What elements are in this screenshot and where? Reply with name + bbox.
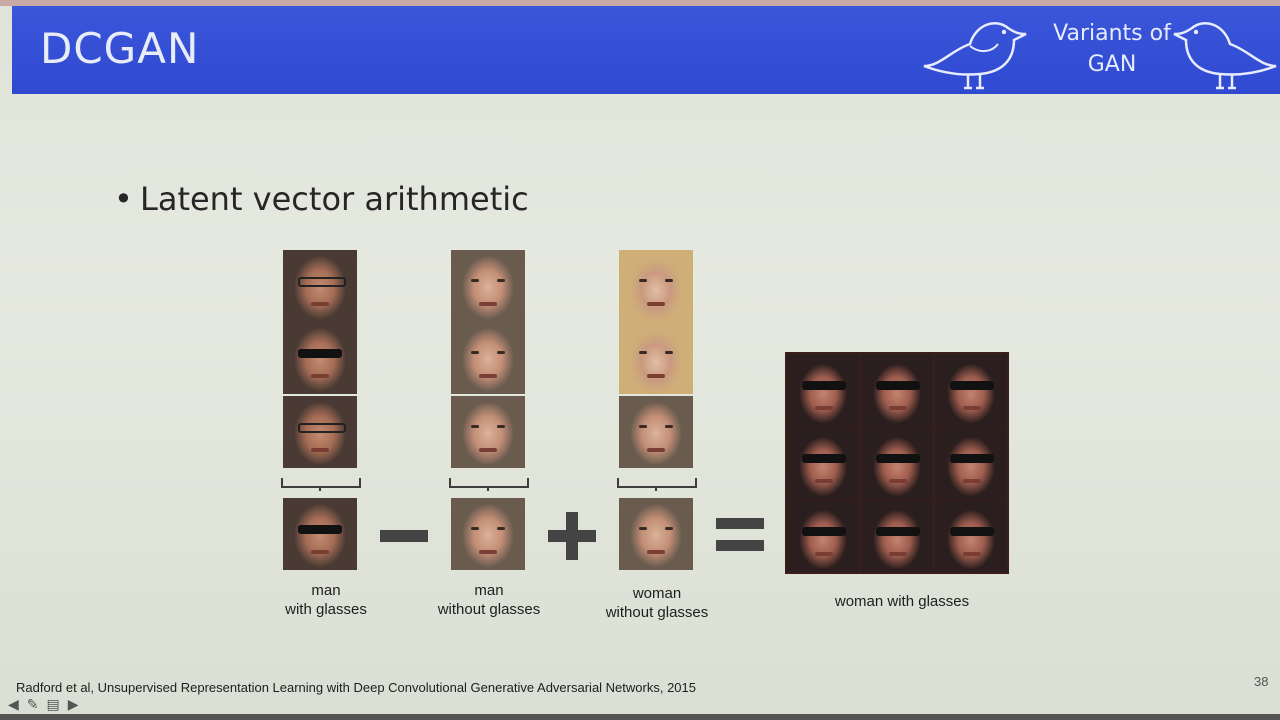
average-face-image — [283, 498, 357, 570]
operand-label: man with glasses — [260, 581, 392, 619]
label-line-2: without glasses — [605, 604, 709, 621]
face-image — [861, 427, 933, 499]
label-line-1: man — [474, 582, 504, 599]
arrow-right-icon[interactable]: ▶ — [67, 696, 79, 712]
label-line-2: with glasses — [285, 601, 367, 618]
bottom-bar — [0, 714, 1280, 720]
average-face-image — [451, 498, 525, 570]
face-image — [619, 322, 693, 394]
bullet-item: • Latent vector arithmetic — [114, 180, 529, 218]
face-image — [451, 396, 525, 468]
face-image — [451, 322, 525, 394]
reference-citation: Radford et al, Unsupervised Representati… — [16, 680, 696, 695]
brace — [617, 478, 697, 491]
face-image — [787, 354, 859, 426]
bird-icon — [923, 22, 1027, 90]
label-line-1: man — [311, 582, 341, 599]
face-image — [619, 250, 693, 322]
face-image — [283, 250, 357, 322]
minus-sign — [380, 530, 428, 542]
face-image — [283, 396, 357, 468]
result-label: woman with glasses — [834, 593, 970, 610]
bullet-text: Latent vector arithmetic — [140, 180, 529, 218]
label-line-1: woman — [632, 585, 682, 602]
slide-title: DCGAN — [40, 24, 200, 73]
face-image — [787, 427, 859, 499]
bullet-dot: • — [114, 180, 133, 218]
slide-nav-controls: ◀ ✎ ▤ ▶ — [8, 696, 87, 712]
arrow-left-icon[interactable]: ◀ — [8, 696, 19, 712]
badge-line-1: Variants of — [1053, 21, 1171, 46]
average-face-image — [619, 498, 693, 570]
slide-header: DCGAN Variants of GAN — [12, 6, 1280, 94]
operand-label: man without glasses — [422, 581, 556, 619]
brace — [449, 478, 529, 491]
operand-label: woman without glasses — [590, 584, 724, 622]
top-strip — [0, 0, 1280, 6]
pen-icon[interactable]: ✎ — [26, 696, 39, 712]
brace — [281, 478, 361, 491]
slide-list-icon[interactable]: ▤ — [46, 696, 60, 712]
face-image — [283, 322, 357, 394]
variants-of-gan-badge: Variants of GAN — [1042, 18, 1182, 80]
face-image — [935, 427, 1007, 499]
badge-line-2: GAN — [1087, 52, 1137, 77]
face-image — [451, 250, 525, 322]
label-line-2: without glasses — [437, 601, 541, 618]
face-image — [787, 500, 859, 572]
page-number: 38 — [1254, 674, 1269, 689]
face-image — [619, 396, 693, 468]
face-image — [935, 500, 1007, 572]
face-image — [935, 354, 1007, 426]
bird-icon — [1173, 22, 1277, 90]
result-face-grid — [785, 352, 1009, 574]
face-image — [861, 500, 933, 572]
face-image — [861, 354, 933, 426]
